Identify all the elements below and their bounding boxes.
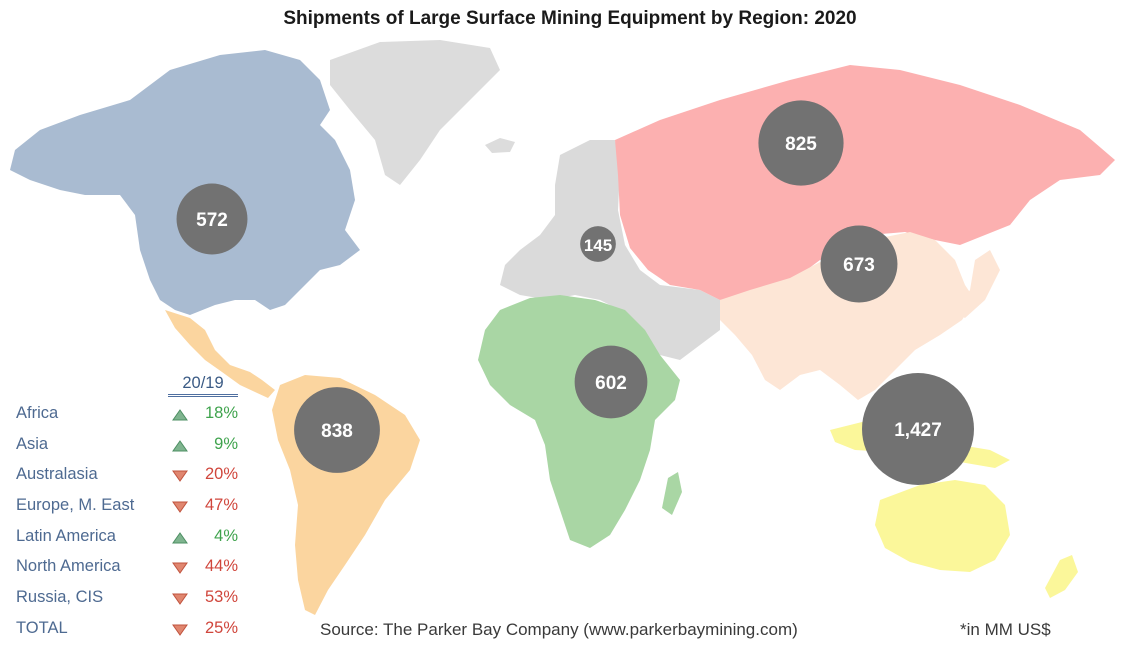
bubble-asia [820,225,898,303]
triangle-down-icon [172,593,188,605]
legend-change-value: 4% [214,526,238,545]
legend-row: TOTAL 25% [16,617,256,648]
chart-title: Shipments of Large Surface Mining Equipm… [283,8,857,29]
new-zealand-shape [1045,555,1078,598]
legend-region-name: North America [16,557,121,576]
central-america-shape [165,310,275,398]
iceland-shape [485,138,515,153]
triangle-down-icon [172,501,188,513]
legend-row: Russia, CIS 53% [16,586,256,617]
legend-row: Africa 18% [16,402,256,433]
legend-region-name: TOTAL [16,618,68,637]
bubble-africa [574,345,648,419]
madagascar-shape [662,472,682,515]
legend-change-value: 18% [204,404,238,422]
greenland-shape [330,40,500,185]
bubble-label: 838 [321,421,353,442]
legend-row: Asia 9% [16,433,256,464]
australia-shape [875,480,1010,572]
legend-change-value: 25% [204,618,238,637]
triangle-up-icon [172,409,188,421]
bubble-label: 602 [595,373,627,394]
legend-row: Latin America 4% [16,525,256,556]
bubble-europe-m-east [580,226,616,262]
legend-change-value: 53% [204,588,238,607]
legend-region-name: Russia, CIS [16,588,104,607]
triangle-down-icon [172,562,188,575]
bubble-russia-cis [758,100,844,186]
bubble-label: 572 [196,210,228,231]
bubble-label: 145 [584,236,612,255]
legend-region-name: Asia [16,434,49,453]
source-note: Source: The Parker Bay Company (www.park… [320,620,798,639]
north-america-shape [10,50,360,315]
unit-note: *in MM US$ [960,620,1051,639]
bubble-label: 825 [785,134,817,155]
bubble-australasia [862,373,974,485]
bubble-label: 1,427 [894,420,942,441]
legend-region-name: Australasia [16,465,98,484]
legend-header: 20/19 [168,374,238,397]
triangle-down-icon [172,624,188,636]
legend-rows: Africa 18% Asia 9% Australasia 20% Europe, M. … [16,402,256,648]
triangle-up-icon [172,531,188,544]
legend-change-value: 9% [214,434,238,453]
legend-region-name: Africa [16,404,59,422]
triangle-down-icon [172,470,188,483]
legend-row: Europe, M. East 47% [16,494,256,525]
bubble-north-america [176,183,248,255]
legend-region-name: Latin America [16,526,116,545]
legend-row: Australasia 20% [16,463,256,494]
legend-change-value: 44% [204,557,238,576]
triangle-up-icon [172,439,188,452]
bubble-label: 673 [843,255,875,276]
legend-change-value: 47% [204,496,238,515]
legend-region-name: Europe, M. East [16,496,135,515]
japan-shape [955,250,1000,318]
legend-change-value: 20% [204,465,238,484]
legend-row: North America 44% [16,555,256,586]
bubbles-layer: 572 838 145 602 825 673 1,427 [176,100,974,485]
russia-cis-shape [615,65,1115,300]
asia-shape [720,232,975,400]
bubble-latin-america [294,387,380,473]
